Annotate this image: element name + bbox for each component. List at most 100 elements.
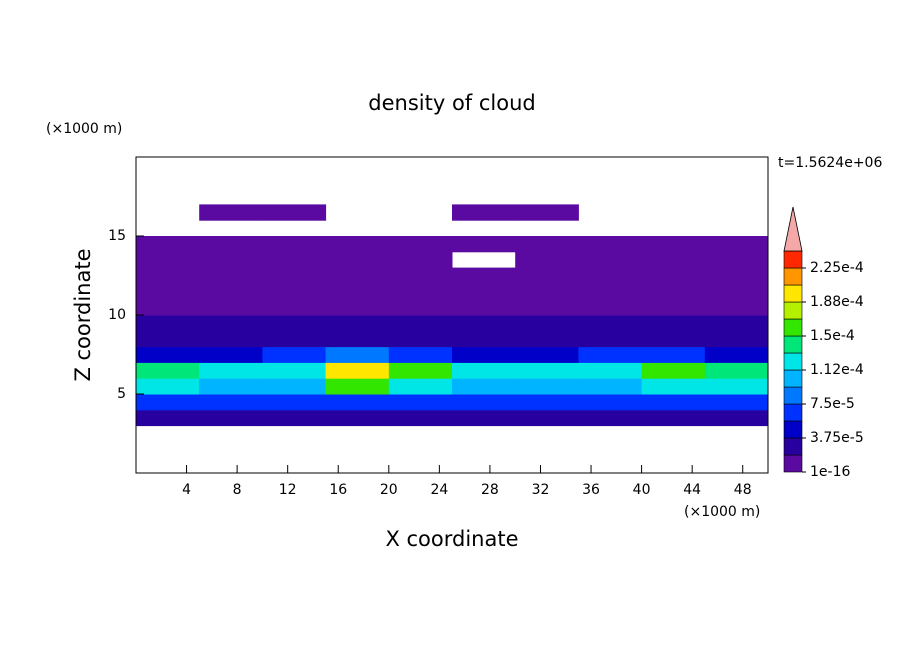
contour-cell [199,378,263,395]
contour-cell [199,394,263,411]
colorbar-tick-label: 3.75e-5 [810,430,864,446]
contour-cell [578,378,643,395]
contour-cell [515,267,579,284]
contour-cell [641,409,706,427]
contour-cell [199,315,263,332]
contour-cell [452,283,516,300]
colorbar-band [783,454,803,473]
contour-cell [515,204,579,221]
contour-cell [578,236,643,253]
contour-cell [136,236,200,253]
colorbar-band [783,437,803,456]
contour-cell [388,362,453,379]
contour-cell [388,251,453,269]
contour-cell [388,330,453,348]
contour-cell [136,267,200,284]
contour-cell [389,220,453,236]
colorbar-band [783,352,803,371]
colorbar-tick-label: 1e-16 [810,464,850,480]
x-tick-label: 20 [380,482,398,498]
contour-cell [199,267,263,284]
contour-cell [388,267,453,284]
contour-cell [704,346,769,363]
contour-cell [136,346,200,363]
contour-cell [641,299,706,316]
contour-cell [136,204,200,220]
contour-cell [452,315,516,332]
contour-cell [515,236,579,253]
contour-cell [641,315,706,332]
contour-cell [262,409,327,427]
contour-cell [388,346,453,363]
colorbar-tick-label: 1.12e-4 [810,362,864,378]
contour-cell [452,267,516,284]
contour-cell [388,299,453,316]
contour-cell [704,315,769,332]
colorbar-band [783,318,803,337]
contour-cell [641,283,706,300]
contour-cell [262,346,327,363]
contour-cell [642,220,706,236]
contour-cell [452,299,516,316]
contour-cell [578,204,642,220]
contour-cell [704,267,769,284]
colorbar-band [783,403,803,422]
contour-cell [641,236,706,253]
contour-cell [452,252,516,268]
colorbar-tick-label: 1.88e-4 [810,294,864,310]
colorbar-band [783,420,803,439]
contour-cell [136,378,200,395]
colorbar-tick-label: 7.5e-5 [810,396,855,412]
contour-cell [578,220,642,236]
contour-cell [641,394,706,411]
contour-cell [388,394,453,411]
contour-cell [389,204,453,220]
contour-cell [136,409,200,427]
contour-cell [452,378,516,395]
colorbar-band [783,369,803,388]
y-tick-label: 15 [108,228,126,244]
x-tick-label: 36 [582,482,600,498]
contour-cell [262,251,327,269]
contour-cell [325,362,390,379]
x-tick-label: 44 [683,482,701,498]
contour-cell [136,299,200,316]
colorbar-band [783,335,803,354]
contour-cell [199,236,263,253]
contour-cell [199,283,263,300]
contour-cell [325,409,390,427]
contour-cell [452,236,516,253]
time-annotation: t=1.5624e+06 [778,155,882,171]
x-tick-label: 4 [182,482,191,498]
contour-cell [515,251,579,269]
contour-cell [136,315,200,332]
contour-cell [325,330,390,348]
contour-cell [199,346,263,363]
contour-cell [578,362,643,379]
contour-cell [578,283,643,300]
contour-cell [199,330,263,348]
contour-cell [452,220,516,236]
contour-cell [199,409,263,427]
contour-cell [515,283,579,300]
contour-cell [136,394,200,411]
colorbar-tick-label: 2.25e-4 [810,260,864,276]
contour-cell [388,378,453,395]
contour-cell [578,267,643,284]
x-tick-label: 48 [734,482,752,498]
contour-cell [325,346,390,363]
contour-cell [515,362,579,379]
x-tick-label: 8 [233,482,242,498]
colorbar-band [783,267,803,286]
contour-cell [199,362,263,379]
x-tick-label: 28 [481,482,499,498]
contour-cell [641,362,706,379]
contour-cell [704,299,769,316]
contour-cell [578,315,643,332]
contour-cell [325,378,390,395]
contour-cell [705,220,769,236]
contour-cell [326,220,390,236]
contour-cell [641,378,706,395]
contour-cell [578,330,643,348]
contour-cell [515,220,579,236]
